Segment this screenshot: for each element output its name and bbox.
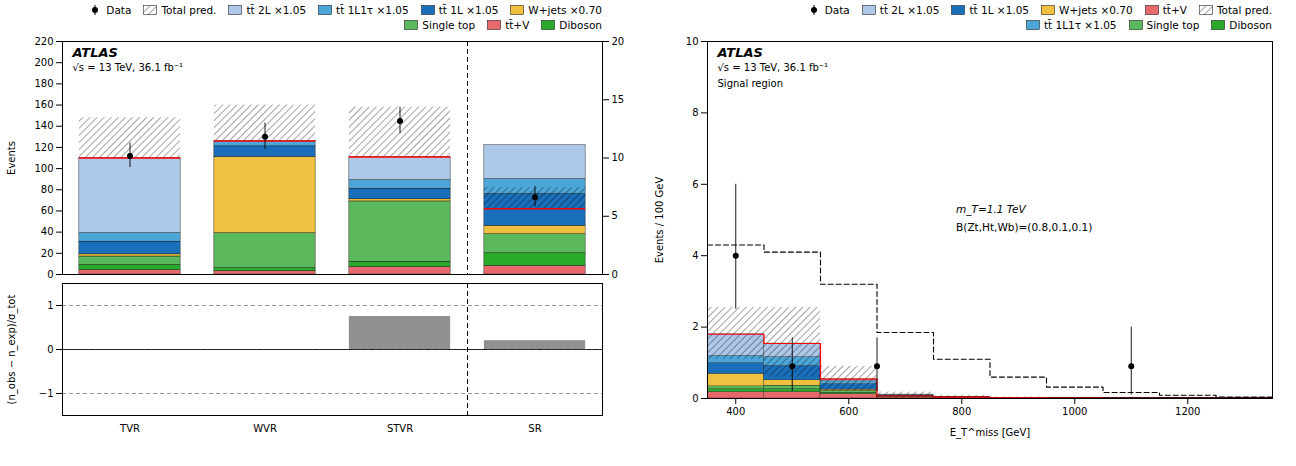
svg-text:120: 120	[34, 142, 53, 153]
html-text:Single top: Single top	[422, 19, 476, 31]
svg-text:10: 10	[686, 36, 699, 47]
html-text:Total pred.: Total pred.	[161, 4, 217, 16]
svg-text:6: 6	[692, 179, 698, 190]
svg-text:4: 4	[692, 250, 698, 261]
svg-text:Events: Events	[6, 141, 17, 175]
svg-text:√s = 13 TeV, 36.1 fb⁻¹: √s = 13 TeV, 36.1 fb⁻¹	[73, 62, 184, 73]
svg-text:0: 0	[47, 344, 53, 355]
html-text:W+jets ×0.70: W+jets ×0.70	[1059, 4, 1133, 16]
svg-text:15: 15	[612, 94, 625, 105]
svg-text:10: 10	[612, 152, 625, 163]
svg-text:WVR: WVR	[253, 423, 277, 434]
svg-text:220: 220	[34, 36, 53, 47]
svg-text:20: 20	[41, 248, 54, 259]
html-text:Data: Data	[824, 4, 850, 16]
svg-text:m_T=1.1 TeV: m_T=1.1 TeV	[956, 203, 1026, 216]
html-text:Diboson: Diboson	[559, 19, 602, 31]
svg-text:2: 2	[692, 321, 698, 332]
html-text:Total pred.: Total pred.	[1216, 4, 1272, 16]
svg-text:TVR: TVR	[119, 423, 140, 434]
svg-text:ATLAS: ATLAS	[72, 45, 118, 60]
svg-text:STVR: STVR	[387, 423, 413, 434]
svg-text:SR: SR	[528, 423, 541, 434]
svg-text:−1: −1	[39, 388, 54, 399]
svg-text:5: 5	[612, 210, 618, 221]
html-text:tt̄ 1L ×1.05: tt̄ 1L ×1.05	[438, 4, 499, 16]
svg-text:ATLAS: ATLAS	[717, 45, 763, 60]
svg-text:60: 60	[41, 205, 54, 216]
svg-text:1: 1	[47, 300, 53, 311]
html-text:tt̄ 1L1τ ×1.05: tt̄ 1L1τ ×1.05	[336, 4, 409, 16]
svg-text:8: 8	[692, 107, 698, 118]
html-text:tt̄ 1L ×1.05: tt̄ 1L ×1.05	[969, 4, 1029, 16]
html-text:tt̄+V: tt̄+V	[1162, 4, 1187, 16]
svg-text:160: 160	[34, 99, 53, 110]
html-text:tt̄ 2L ×1.05: tt̄ 2L ×1.05	[246, 4, 307, 16]
svg-text:(n_obs − n_exp)/σ_tot: (n_obs − n_exp)/σ_tot	[6, 295, 18, 405]
html-text:Diboson: Diboson	[1229, 19, 1272, 31]
svg-text:200: 200	[34, 57, 53, 68]
html-text:tt̄+V: tt̄+V	[505, 19, 530, 31]
svg-text:800: 800	[952, 406, 971, 417]
svg-text:0: 0	[47, 269, 53, 280]
html-text:tt̄ 2L ×1.05: tt̄ 2L ×1.05	[879, 4, 940, 16]
svg-text:400: 400	[726, 406, 745, 417]
svg-text:0: 0	[692, 393, 698, 404]
svg-text:Signal region: Signal region	[718, 78, 784, 89]
svg-text:√s = 13 TeV, 36.1 fb⁻¹: √s = 13 TeV, 36.1 fb⁻¹	[718, 62, 829, 73]
svg-text:1000: 1000	[1062, 406, 1087, 417]
svg-text:80: 80	[41, 184, 54, 195]
svg-text:Events / 100 GeV: Events / 100 GeV	[654, 177, 665, 264]
html-text:Single top: Single top	[1146, 19, 1200, 31]
svg-text:100: 100	[34, 163, 53, 174]
svg-text:40: 40	[41, 226, 54, 237]
html-text:W+jets ×0.70: W+jets ×0.70	[528, 4, 602, 16]
svg-text:E_T^miss [GeV]: E_T^miss [GeV]	[950, 427, 1031, 439]
svg-text:B(Zt,Ht,Wb)=(0.8,0.1,0.1): B(Zt,Ht,Wb)=(0.8,0.1,0.1)	[956, 221, 1092, 233]
svg-text:140: 140	[34, 120, 53, 131]
html-text:Data: Data	[106, 4, 132, 16]
svg-text:20: 20	[612, 36, 625, 47]
svg-text:600: 600	[839, 406, 858, 417]
svg-text:1200: 1200	[1175, 406, 1200, 417]
svg-text:0: 0	[612, 269, 618, 280]
svg-text:180: 180	[34, 78, 53, 89]
html-text:tt̄ 1L1τ ×1.05: tt̄ 1L1τ ×1.05	[1043, 19, 1117, 31]
